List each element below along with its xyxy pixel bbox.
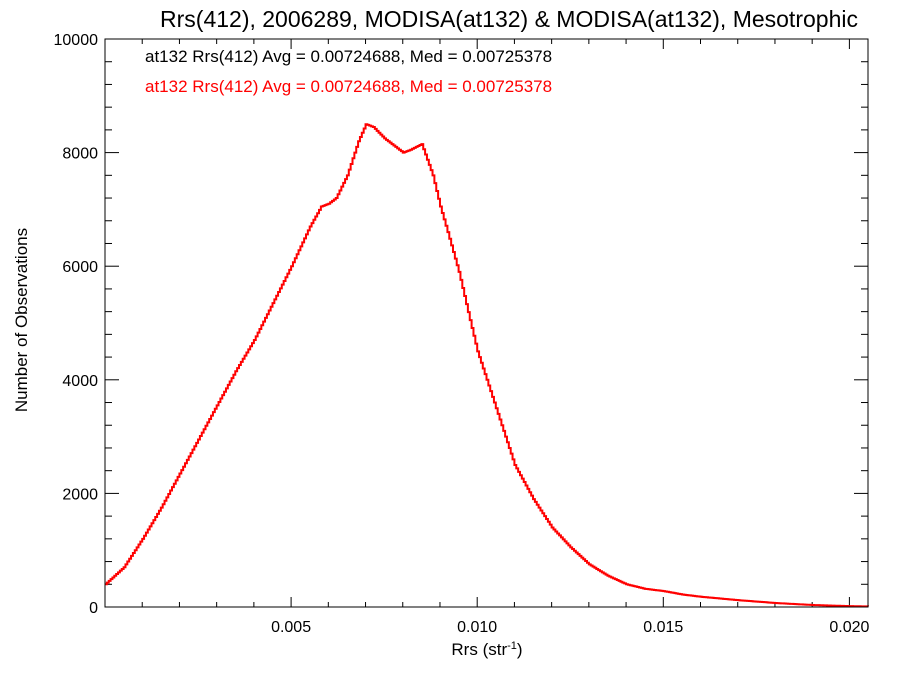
y-tick-label: 8000 — [62, 146, 98, 163]
chart-title: Rrs(412), 2006289, MODISA(at132) & MODIS… — [160, 6, 858, 32]
y-tick-label: 2000 — [62, 486, 98, 503]
stats-annotation-black: at132 Rrs(412) Avg = 0.00724688, Med = 0… — [145, 47, 552, 66]
x-axis-label-superscript: -1 — [507, 640, 517, 652]
y-tick-label: 10000 — [54, 32, 99, 49]
stats-annotation-red: at132 Rrs(412) Avg = 0.00724688, Med = 0… — [145, 77, 552, 96]
plot-frame — [104, 38, 869, 608]
x-axis-label-main: Rrs (str — [451, 640, 507, 659]
x-tick-label: 0.020 — [829, 619, 869, 636]
y-axis-label: Number of Observations — [12, 228, 31, 412]
x-tick-label: 0.015 — [643, 619, 683, 636]
axis-ticks — [105, 38, 868, 608]
y-tick-label: 4000 — [62, 373, 98, 390]
x-axis-label: Rrs (str-1) — [451, 640, 522, 659]
axis-tick-labels: 0.005 0.010 0.015 0.020 0 2000 4000 6000 8000 100… — [54, 32, 870, 636]
y-tick-label: 0 — [89, 600, 98, 617]
x-axis-label-end: ) — [517, 640, 523, 659]
y-tick-label: 6000 — [62, 259, 98, 276]
x-tick-label: 0.005 — [271, 619, 311, 636]
histogram-series-line — [105, 123, 869, 608]
x-tick-label: 0.010 — [457, 619, 497, 636]
series-group — [105, 123, 869, 608]
